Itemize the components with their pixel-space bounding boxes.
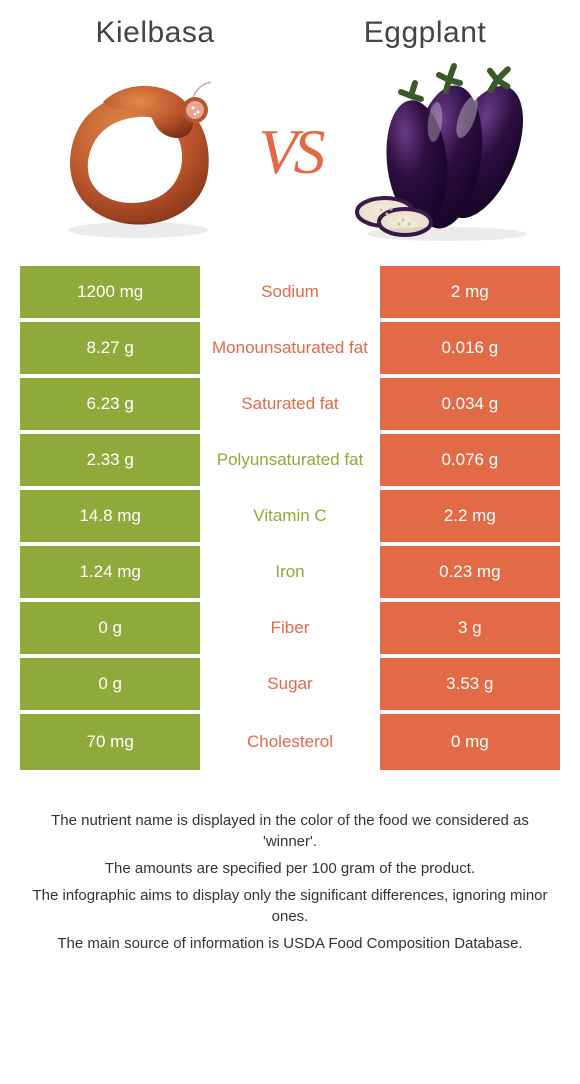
comparison-row: 0 gSugar3.53 g [20, 658, 560, 714]
footer-note: The nutrient name is displayed in the co… [28, 810, 552, 852]
hero-row: VS [20, 62, 560, 242]
nutrient-label: Saturated fat [200, 378, 379, 434]
right-value: 3 g [380, 602, 560, 658]
left-value: 14.8 mg [20, 490, 200, 546]
right-value: 0.034 g [380, 378, 560, 434]
nutrient-label: Sugar [200, 658, 379, 714]
right-food-title: Eggplant [290, 16, 560, 50]
comparison-row: 14.8 mgVitamin C2.2 mg [20, 490, 560, 546]
left-food-title: Kielbasa [20, 16, 290, 50]
left-value: 70 mg [20, 714, 200, 770]
comparison-row: 6.23 gSaturated fat0.034 g [20, 378, 560, 434]
nutrient-label: Polyunsaturated fat [200, 434, 379, 490]
nutrient-label: Iron [200, 546, 379, 602]
comparison-row: 8.27 gMonounsaturated fat0.016 g [20, 322, 560, 378]
left-value: 6.23 g [20, 378, 200, 434]
comparison-row: 1200 mgSodium2 mg [20, 266, 560, 322]
comparison-row: 1.24 mgIron0.23 mg [20, 546, 560, 602]
left-value: 0 g [20, 658, 200, 714]
right-value: 0.016 g [380, 322, 560, 378]
right-value: 0.076 g [380, 434, 560, 490]
eggplant-image [328, 62, 556, 242]
right-value: 2 mg [380, 266, 560, 322]
left-value: 8.27 g [20, 322, 200, 378]
nutrient-label: Vitamin C [200, 490, 379, 546]
vs-label: VS [252, 115, 327, 189]
food-titles: Kielbasa Eggplant [20, 16, 560, 50]
footer-note: The main source of information is USDA F… [28, 933, 552, 954]
comparison-row: 70 mgCholesterol0 mg [20, 714, 560, 770]
left-value: 2.33 g [20, 434, 200, 490]
nutrient-label: Fiber [200, 602, 379, 658]
right-value: 3.53 g [380, 658, 560, 714]
nutrient-label: Monounsaturated fat [200, 322, 379, 378]
kielbasa-image [24, 62, 252, 242]
right-value: 0.23 mg [380, 546, 560, 602]
comparison-row: 0 gFiber3 g [20, 602, 560, 658]
comparison-row: 2.33 gPolyunsaturated fat0.076 g [20, 434, 560, 490]
left-value: 0 g [20, 602, 200, 658]
left-value: 1.24 mg [20, 546, 200, 602]
nutrient-label: Sodium [200, 266, 379, 322]
left-value: 1200 mg [20, 266, 200, 322]
right-value: 2.2 mg [380, 490, 560, 546]
footer-notes: The nutrient name is displayed in the co… [20, 810, 560, 954]
right-value: 0 mg [380, 714, 560, 770]
comparison-table: 1200 mgSodium2 mg8.27 gMonounsaturated f… [20, 266, 560, 770]
footer-note: The infographic aims to display only the… [28, 885, 552, 927]
nutrient-label: Cholesterol [200, 714, 379, 770]
footer-note: The amounts are specified per 100 gram o… [28, 858, 552, 879]
